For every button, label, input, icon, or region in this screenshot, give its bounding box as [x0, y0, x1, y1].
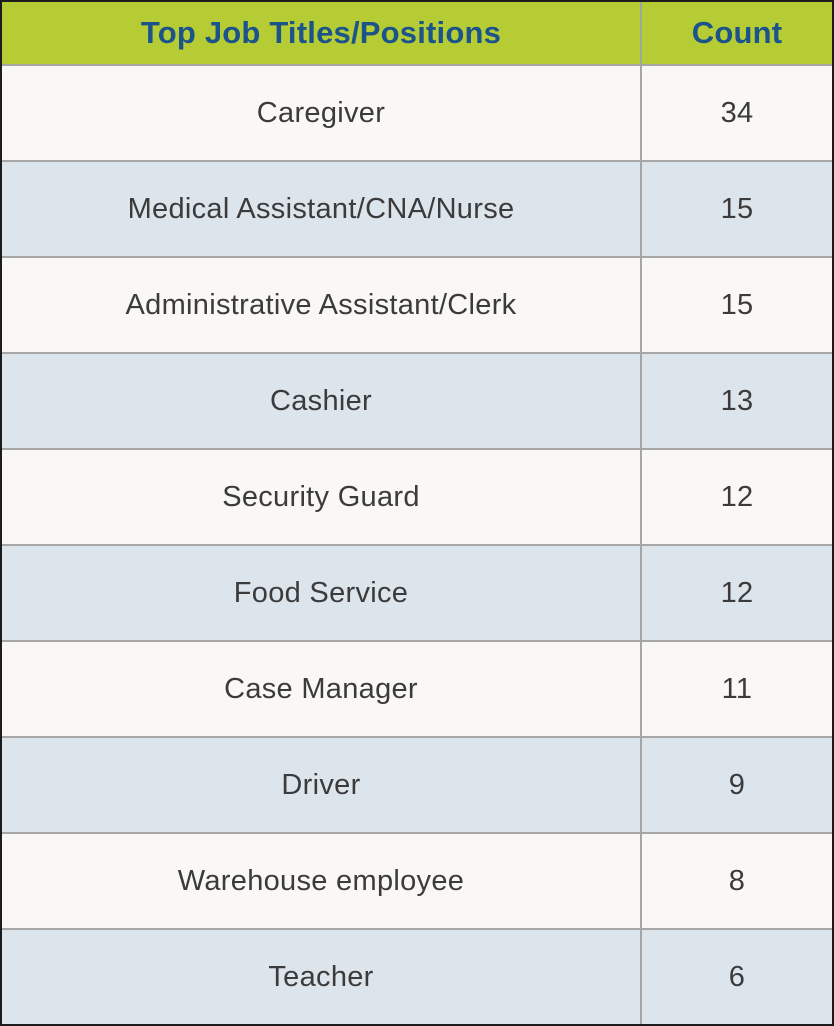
table-row: Driver 9	[2, 736, 832, 832]
table-row: Caregiver 34	[2, 64, 832, 160]
count-cell: 15	[640, 258, 832, 352]
job-title-cell: Security Guard	[222, 480, 420, 513]
table-row: Security Guard 12	[2, 448, 832, 544]
count-cell: 8	[640, 834, 832, 928]
job-title-cell: Caregiver	[256, 96, 386, 129]
count-cell: 12	[640, 546, 832, 640]
job-title-cell: Administrative Assistant/Clerk	[125, 288, 517, 321]
job-title-cell: Cashier	[269, 384, 373, 417]
count-cell: 12	[640, 450, 832, 544]
table-row: Administrative Assistant/Clerk 15	[2, 256, 832, 352]
count-cell: 11	[640, 642, 832, 736]
table-row: Cashier 13	[2, 352, 832, 448]
column-header-count: Count	[640, 2, 832, 64]
count-cell: 13	[640, 354, 832, 448]
table-body: Caregiver 34 Medical Assistant/CNA/Nurse 15…	[2, 64, 832, 1024]
table-row: Warehouse employee 8	[2, 832, 832, 928]
job-title-cell: Medical Assistant/CNA/Nurse	[127, 192, 515, 225]
count-cell: 9	[640, 738, 832, 832]
job-title-cell: Case Manager	[224, 672, 418, 705]
table-row: Medical Assistant/CNA/Nurse 15	[2, 160, 832, 256]
count-cell: 34	[640, 66, 832, 160]
job-title-cell: Warehouse employee	[177, 864, 465, 897]
table-row: Food Service 12	[2, 544, 832, 640]
job-title-cell: Food Service	[233, 576, 409, 609]
table-row: Case Manager 11	[2, 640, 832, 736]
count-cell: 6	[640, 930, 832, 1024]
job-title-cell: Driver	[281, 768, 361, 801]
count-cell: 15	[640, 162, 832, 256]
table-row: Teacher 6	[2, 928, 832, 1024]
column-header-job-titles: Top Job Titles/Positions	[140, 15, 502, 50]
job-title-cell: Teacher	[268, 960, 374, 993]
table-header-row: Top Job Titles/Positions Count	[2, 2, 832, 64]
